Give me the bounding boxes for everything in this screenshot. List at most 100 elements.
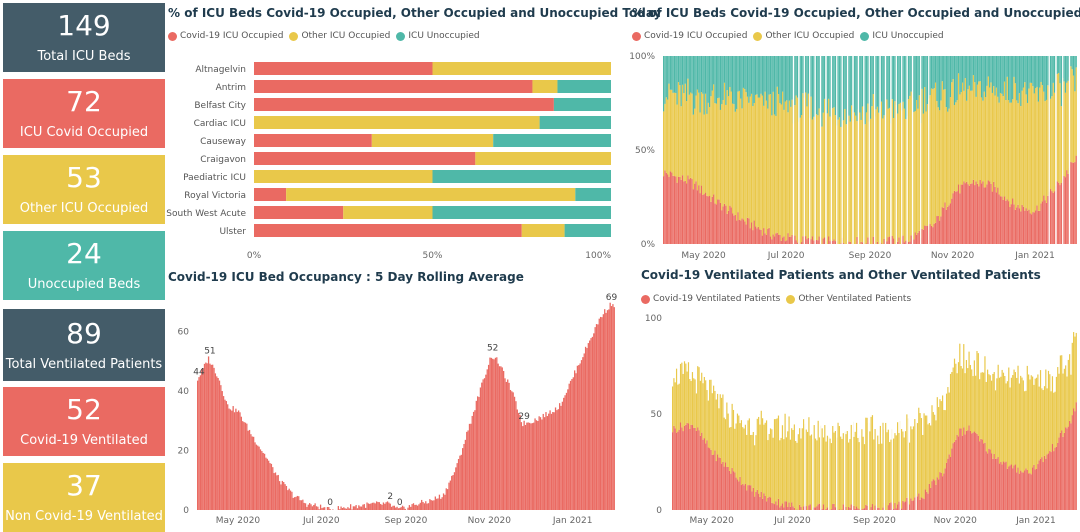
bar-unoccupied <box>898 56 900 105</box>
bar-other <box>856 121 858 237</box>
bar-rolling-average <box>418 504 420 510</box>
bar-other <box>917 108 919 233</box>
legend-dot <box>753 31 763 41</box>
bar-unoccupied <box>745 56 747 93</box>
column-gap <box>841 56 843 244</box>
bar-other <box>840 126 842 244</box>
bar-rolling-average <box>324 507 326 510</box>
bar-other-ventilated <box>906 414 908 498</box>
bar-other <box>719 109 722 203</box>
legend-item[interactable]: Covid-19 ICU Occupied <box>632 31 747 41</box>
bar-rolling-average <box>396 506 398 510</box>
legend-item[interactable]: ICU Unoccupied <box>860 31 944 41</box>
bar-unoccupied <box>1031 56 1033 83</box>
bar-covid <box>834 241 837 244</box>
legend-item[interactable]: ICU Unoccupied <box>396 31 480 41</box>
bar-other <box>916 99 918 235</box>
y-tick-label: 0% <box>641 240 656 250</box>
bar-rolling-average <box>358 505 360 510</box>
bar-rolling-average <box>530 423 532 510</box>
bar-rolling-average <box>453 472 456 510</box>
bar-unoccupied <box>725 56 727 105</box>
legend-item[interactable]: Covid-19 Ventilated Patients <box>641 294 780 304</box>
legend-icu-today[interactable]: Covid-19 ICU Occupied Other ICU Occupied… <box>168 31 486 41</box>
bar-rolling-average <box>412 503 415 510</box>
bar-other-ventilated <box>994 390 997 459</box>
bar-covid <box>671 172 673 244</box>
bar-covid <box>833 239 835 244</box>
bar-other <box>998 102 1000 195</box>
bar-other-ventilated <box>936 397 938 478</box>
bar-unoccupied <box>995 56 998 88</box>
bar-other-ventilated <box>920 418 923 498</box>
bar-other-ventilated <box>961 368 964 436</box>
column-gap <box>803 56 805 244</box>
bar-rolling-average <box>365 507 367 510</box>
chart-title-icu-today: % of ICU Beds Covid-19 Occupied, Other O… <box>168 6 662 20</box>
bar-other <box>703 114 705 195</box>
bar-covid <box>813 240 815 244</box>
bar-other <box>1037 101 1039 211</box>
bar-other <box>679 85 681 177</box>
legend-item[interactable]: Other ICU Occupied <box>289 31 390 41</box>
bar-covid <box>665 172 667 244</box>
bar-segment <box>254 152 476 165</box>
bar-unoccupied <box>856 56 858 122</box>
bar-other <box>1036 86 1038 206</box>
bar-rolling-average <box>261 451 263 510</box>
bar-covid <box>729 205 731 244</box>
bar-covid-ventilated <box>850 504 852 510</box>
bar-covid-ventilated <box>945 462 948 510</box>
bar-other-ventilated <box>834 430 836 508</box>
bar-covid-ventilated <box>710 449 712 510</box>
bar-covid-ventilated <box>832 504 834 510</box>
bar-unoccupied <box>1039 56 1041 88</box>
bar-unoccupied <box>1010 56 1012 103</box>
bar-rolling-average <box>278 481 281 510</box>
bar-unoccupied <box>956 56 958 101</box>
bar-unoccupied <box>763 56 765 106</box>
bar-unoccupied <box>1033 56 1035 94</box>
legend-ventilated[interactable]: Covid-19 Ventilated Patients Other Venti… <box>641 294 917 304</box>
bar-other-ventilated <box>877 435 879 508</box>
bar-covid-ventilated <box>805 506 807 510</box>
bar-other <box>974 82 976 186</box>
bar-other <box>787 112 789 234</box>
bar-covid <box>932 227 934 244</box>
bar-other-ventilated <box>1024 391 1026 471</box>
bar-covid <box>1047 195 1049 244</box>
legend-icu-history[interactable]: Covid-19 ICU Occupied Other ICU Occupied… <box>632 31 950 41</box>
bar-rolling-average <box>565 392 568 510</box>
bar-covid-ventilated <box>1025 468 1027 510</box>
bar-rolling-average <box>242 421 244 510</box>
bar-rolling-average <box>591 336 594 510</box>
bar-other-ventilated <box>951 372 953 449</box>
legend-item[interactable]: Other ICU Occupied <box>753 31 854 41</box>
legend-label: ICU Unoccupied <box>408 31 480 41</box>
bar-other <box>995 87 998 193</box>
bar-other <box>994 95 996 187</box>
bar-other <box>680 106 682 180</box>
bar-covid <box>795 240 797 244</box>
y-tick-label: 20 <box>178 447 190 457</box>
bar-other <box>948 108 950 206</box>
bar-other <box>910 91 912 236</box>
bar-covid <box>752 230 754 244</box>
bar-covid-ventilated <box>788 502 790 510</box>
bar-unoccupied <box>782 56 784 92</box>
bar-covid <box>787 233 789 244</box>
legend-label: Other Ventilated Patients <box>798 294 912 304</box>
bar-covid-ventilated <box>919 499 921 510</box>
bar-other <box>788 100 791 237</box>
legend-item[interactable]: Other Ventilated Patients <box>786 294 911 304</box>
bar-covid <box>955 191 957 244</box>
bar-other-ventilated <box>690 380 692 425</box>
bar-other <box>903 108 906 243</box>
bar-covid <box>1017 204 1019 244</box>
bar-covid <box>663 176 665 244</box>
bar-covid-ventilated <box>1020 470 1022 510</box>
bar-covid <box>748 218 750 244</box>
legend-item[interactable]: Covid-19 ICU Occupied <box>168 31 283 41</box>
bar-rolling-average <box>201 369 203 510</box>
bar-covid-ventilated <box>987 453 989 510</box>
